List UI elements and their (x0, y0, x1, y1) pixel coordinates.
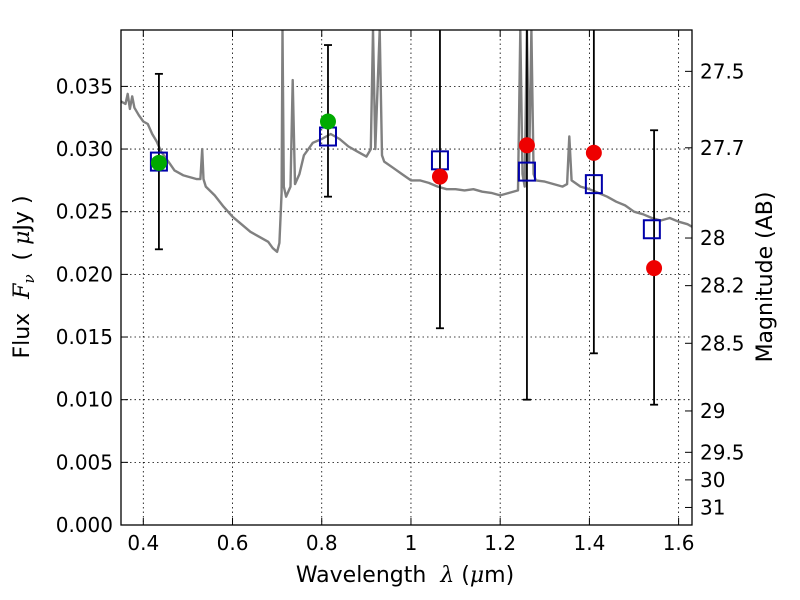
y-tick-label: 0.000 (56, 513, 113, 537)
plot-frame (120, 29, 693, 526)
model-bandpass-square (584, 174, 603, 195)
x-tick-label: 1.2 (484, 531, 516, 555)
right-tick-label: 29 (700, 399, 725, 423)
measurement-point (518, 137, 535, 154)
plot-area (121, 30, 692, 406)
model-spectrum-line (121, 30, 692, 253)
right-tick-label: 30 (700, 468, 725, 492)
right-tick-label: 27.5 (700, 59, 745, 83)
right-tick-label: 28 (700, 226, 725, 250)
model-bandpass-square (642, 219, 661, 240)
y-tick-label: 0.025 (56, 200, 113, 224)
measurement-point (646, 260, 663, 277)
right-tick-label: 29.5 (700, 440, 745, 464)
x-tick-label: 0.6 (217, 531, 249, 555)
right-tick-label: 28.2 (700, 274, 745, 298)
right-tick-label: 28.5 (700, 331, 745, 355)
x-tick-label: 1.4 (573, 531, 605, 555)
y-tick-label: 0.005 (56, 450, 113, 474)
right-tick-label: 31 (700, 495, 725, 519)
detection-point (319, 113, 336, 130)
model-bandpass-square (517, 161, 536, 182)
y-tick-label: 0.030 (56, 137, 113, 161)
y-tick-label: 0.020 (56, 262, 113, 286)
y-axis-label-right: Magnitude (AB) (753, 192, 778, 363)
x-axis-label: Wavelength λ (μm) (296, 563, 514, 588)
measurement-point (431, 168, 448, 185)
x-tick-label: 1 (405, 531, 418, 555)
y-tick-label: 0.035 (56, 74, 113, 98)
measurement-point (585, 144, 602, 161)
right-tick-label: 27.7 (700, 136, 745, 160)
x-tick-label: 0.4 (127, 531, 159, 555)
y-axis-label-left: Flux Fν ( μJy ) (10, 195, 38, 358)
x-tick-label: 0.8 (306, 531, 338, 555)
detection-point (150, 154, 167, 171)
axis-ticks: 0.4 0.6 0.8 1 1.2 1.4 1.6 0.000 0.005 0.010 0.015 0… (56, 30, 745, 555)
y-tick-label: 0.015 (56, 325, 113, 349)
grid-lines (121, 30, 692, 526)
x-tick-label: 1.6 (663, 531, 695, 555)
y-tick-label: 0.010 (56, 388, 113, 412)
